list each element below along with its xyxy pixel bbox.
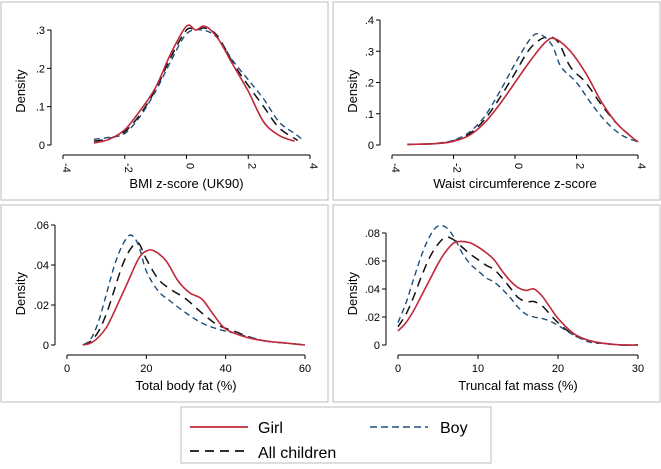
series-boy bbox=[93, 28, 305, 141]
series-all-children bbox=[397, 236, 639, 346]
x-axis-title: Truncal fat mass (%) bbox=[458, 378, 577, 393]
panel-waist: 0 .1 .2 .3 .4 -4 -2 0 2 4 Waist circumference z-sc… bbox=[332, 1, 661, 201]
series-boy bbox=[82, 234, 306, 346]
y-tick-label: .04 bbox=[365, 284, 380, 296]
series-girl bbox=[407, 37, 639, 146]
legend-all-label: All children bbox=[258, 445, 336, 462]
y-tick-label: .1 bbox=[365, 109, 374, 121]
x-tick-label: 0 bbox=[184, 163, 196, 169]
series-girl bbox=[397, 240, 639, 346]
legend-girl-label: Girl bbox=[258, 420, 283, 437]
y-tick-label: .06 bbox=[34, 220, 49, 232]
series-all-children bbox=[407, 36, 639, 146]
x-tick-label: 40 bbox=[220, 363, 232, 375]
y-tick-label: .3 bbox=[365, 46, 374, 58]
legend-boy-label: Boy bbox=[440, 420, 468, 437]
y-tick-label: .2 bbox=[365, 78, 374, 90]
y-tick-label: .3 bbox=[36, 25, 45, 37]
panel-frame bbox=[0, 204, 329, 403]
y-tick-label: .1 bbox=[36, 102, 45, 114]
y-tick-label: 0 bbox=[39, 140, 45, 152]
y-tick-label: .06 bbox=[365, 256, 380, 268]
x-tick-label: -2 bbox=[122, 163, 134, 173]
x-tick-label: 20 bbox=[552, 363, 564, 375]
x-tick-label: 0 bbox=[395, 363, 401, 375]
panel-bodyfat: 0 .02 .04 .06 0 20 40 60 Total body fat (%) Densi… bbox=[0, 204, 329, 403]
x-tick-label: 4 bbox=[635, 163, 647, 169]
legend-box bbox=[180, 406, 492, 464]
y-axis-title: Density bbox=[345, 69, 360, 113]
series-girl bbox=[93, 24, 295, 144]
panel-frame bbox=[332, 204, 661, 403]
panel-truncal: 0 .02 .04 .06 .08 0 10 20 30 Truncal fat mass (%)… bbox=[332, 204, 661, 403]
x-axis-title: Waist circumference z-score bbox=[433, 176, 597, 191]
panel-bmi: 0 .1 .2 .3 -4 -2 0 2 4 BMI z-score (UK90) Density bbox=[0, 1, 329, 201]
x-tick-label: 0 bbox=[64, 363, 70, 375]
x-tick-label: 0 bbox=[512, 163, 524, 169]
y-tick-label: .04 bbox=[34, 260, 49, 272]
x-tick-label: -2 bbox=[451, 163, 463, 173]
x-axis-title: BMI z-score (UK90) bbox=[129, 176, 243, 191]
series-boy bbox=[397, 224, 639, 346]
x-tick-label: 4 bbox=[307, 163, 319, 169]
y-tick-label: .08 bbox=[365, 228, 380, 240]
x-tick-label: 60 bbox=[299, 363, 311, 375]
series-girl bbox=[82, 249, 306, 346]
y-tick-label: 0 bbox=[43, 340, 49, 352]
series-all-children bbox=[93, 27, 299, 142]
x-axis-title: Total body fat (%) bbox=[135, 378, 236, 393]
y-axis-title: Density bbox=[13, 271, 28, 315]
x-tick-label: 20 bbox=[140, 363, 152, 375]
y-tick-label: 0 bbox=[368, 140, 374, 152]
y-tick-label: .2 bbox=[36, 63, 45, 75]
x-tick-label: 10 bbox=[472, 363, 484, 375]
panel-frame bbox=[0, 1, 329, 201]
x-tick-label: 2 bbox=[245, 163, 257, 169]
x-tick-label: -4 bbox=[60, 163, 72, 173]
y-tick-label: .02 bbox=[365, 312, 380, 324]
y-axis-title: Density bbox=[345, 271, 360, 315]
x-tick-label: 30 bbox=[632, 363, 644, 375]
y-tick-label: 0 bbox=[374, 340, 380, 352]
legend: Girl Boy All children bbox=[180, 406, 492, 464]
panel-frame bbox=[332, 1, 661, 201]
x-tick-label: 2 bbox=[574, 163, 586, 169]
x-tick-label: -4 bbox=[389, 163, 401, 173]
y-tick-label: .02 bbox=[34, 300, 49, 312]
y-axis-title: Density bbox=[13, 69, 28, 113]
y-tick-label: .4 bbox=[365, 15, 374, 27]
